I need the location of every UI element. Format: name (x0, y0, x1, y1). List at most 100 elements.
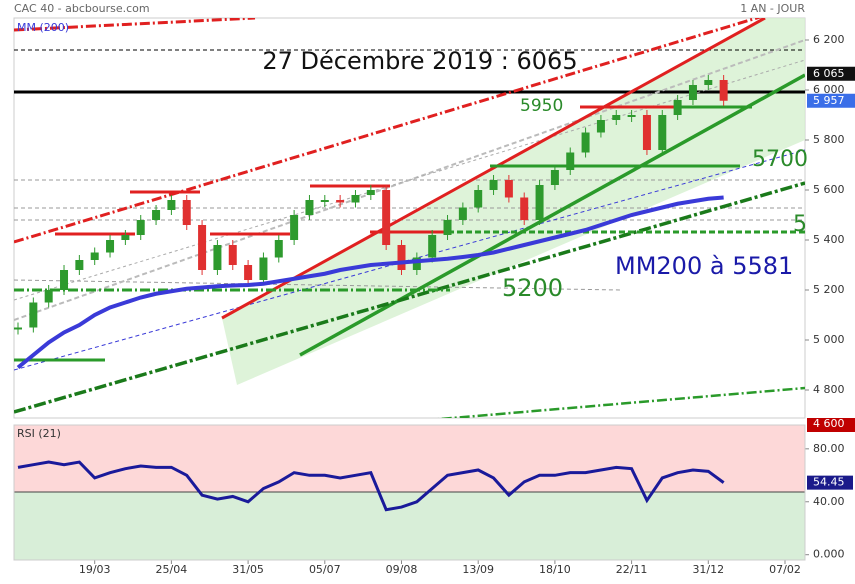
rsi-overbought-zone (14, 425, 805, 492)
badge-label: 5 957 (813, 94, 845, 107)
candle (182, 200, 191, 225)
y-tick-label: 0.000 (813, 548, 845, 561)
candle (612, 115, 621, 120)
trend-line (14, 39, 805, 321)
trend-line (221, 18, 766, 320)
y-tick-label: 40.00 (813, 495, 845, 508)
candle (290, 215, 299, 240)
annotation: 5700 (752, 147, 808, 172)
x-tick-label: 09/08 (386, 563, 418, 576)
trend-line (14, 18, 762, 244)
y-tick-label: 4 800 (813, 383, 845, 396)
y-tick-label: 6 000 (813, 83, 845, 96)
badge (807, 418, 855, 432)
candle (382, 190, 391, 245)
candle (504, 180, 513, 198)
candle (489, 180, 498, 190)
x-tick-label: 13/09 (462, 563, 494, 576)
trend-line (14, 18, 256, 32)
candle (397, 245, 406, 270)
trend-line (14, 149, 805, 371)
badge (807, 66, 855, 81)
x-tick-label: 22/11 (616, 563, 648, 576)
x-tick-label: 31/05 (232, 563, 264, 576)
annotation: 5200 (502, 274, 563, 302)
candle (550, 170, 559, 185)
badge (807, 93, 855, 108)
rsi-panel-frame (13, 424, 806, 561)
trend-line (299, 73, 805, 357)
channel-fill (222, 18, 805, 385)
candle (14, 327, 22, 330)
moving-average-line (16, 195, 724, 370)
candle (581, 132, 590, 153)
candle (351, 195, 360, 203)
candle (688, 85, 697, 100)
candle (320, 200, 329, 202)
x-tick-label: 18/10 (539, 563, 571, 576)
badge-label: 6 065 (813, 67, 845, 80)
candle (520, 197, 529, 220)
candle (719, 80, 728, 101)
candle (29, 302, 38, 328)
chart-title: CAC 40 - abcbourse.com (14, 2, 150, 15)
candle (60, 270, 69, 290)
price-marks (14, 75, 728, 370)
x-tick-label: 31/12 (692, 563, 724, 576)
candle (274, 240, 283, 258)
candle (566, 152, 575, 170)
candle (443, 220, 452, 235)
candle (244, 265, 253, 280)
y-tick-label: 5 200 (813, 283, 845, 296)
y-tick-label: 80.00 (813, 442, 845, 455)
candle (658, 115, 667, 150)
annotation: 27 Décembre 2019 : 6065 (262, 47, 577, 75)
trend-line (14, 181, 805, 414)
candle (535, 185, 544, 220)
candle (44, 290, 53, 303)
candle (198, 225, 207, 270)
annotation: 5 (793, 212, 807, 237)
y-tick-label: 5 800 (813, 133, 845, 146)
badge-label: 54.45 (813, 476, 845, 489)
y-tick-label: 6 200 (813, 33, 845, 46)
candle (259, 257, 268, 280)
y-tick-label: 5 000 (813, 333, 845, 346)
candle (704, 80, 713, 85)
candle (596, 120, 605, 133)
x-tick-label: 05/07 (309, 563, 341, 576)
candle (75, 260, 84, 270)
x-tick-label: 19/03 (79, 563, 111, 576)
candle (136, 220, 145, 235)
trend-line (437, 386, 805, 418)
candle (152, 210, 161, 220)
candle (458, 207, 467, 220)
legend-entry: MM (200) (17, 21, 69, 34)
y-tick-label: 5 400 (813, 233, 845, 246)
candle (213, 245, 222, 270)
candle (336, 200, 345, 203)
candle (366, 190, 375, 195)
candle (121, 235, 130, 240)
rsi-line (17, 460, 725, 512)
level-line (14, 279, 621, 291)
y-tick-label: 5 600 (813, 183, 845, 196)
candle (642, 115, 651, 150)
candle (305, 200, 314, 215)
rsi-title: RSI (21) (17, 427, 61, 440)
candle (106, 240, 115, 253)
candle (428, 235, 437, 258)
candle (412, 257, 421, 270)
candle (228, 245, 237, 265)
x-tick-label: 25/04 (156, 563, 188, 576)
chart-subtitle: 1 AN - JOUR (740, 2, 805, 15)
badge (807, 475, 853, 490)
candle (90, 252, 99, 260)
annotation: MM200 à 5581 (615, 252, 793, 280)
x-tick-label: 07/02 (769, 563, 801, 576)
candle (627, 115, 636, 117)
candle (167, 200, 176, 210)
rsi-oversold-zone (14, 492, 805, 560)
drawings (14, 18, 805, 418)
